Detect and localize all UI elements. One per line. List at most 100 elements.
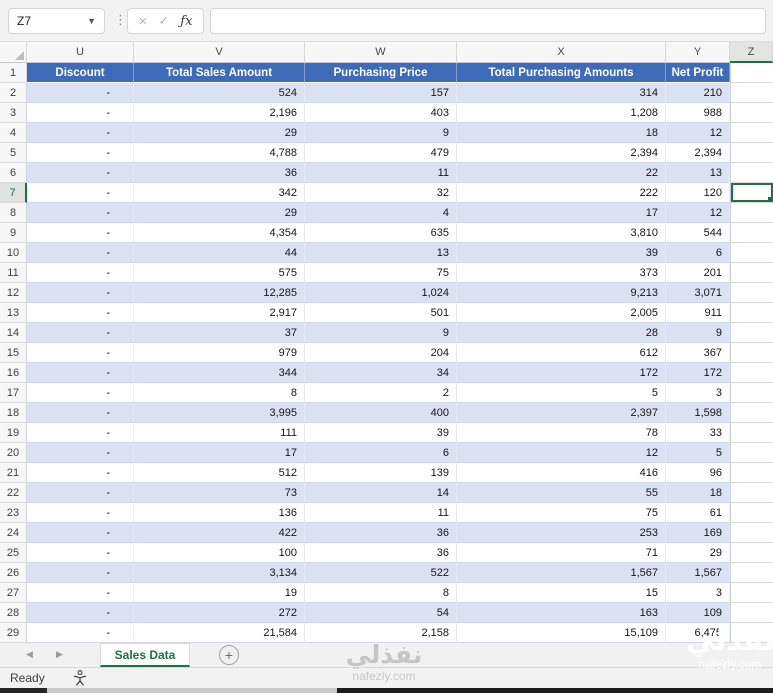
cell-value[interactable]: 163: [457, 603, 666, 623]
cell-value[interactable]: 1,567: [457, 563, 666, 583]
cell-value[interactable]: 109: [666, 603, 730, 623]
cell-value[interactable]: 17: [457, 203, 666, 223]
cell-value[interactable]: 71: [457, 543, 666, 563]
cell-value[interactable]: 12: [666, 123, 730, 143]
cell-value[interactable]: 6,475: [666, 623, 730, 643]
cell-value[interactable]: 36: [134, 163, 305, 183]
cell-discount[interactable]: -: [27, 583, 134, 603]
cell-value[interactable]: 14: [305, 483, 457, 503]
cell-value[interactable]: 15,109: [457, 623, 666, 643]
cell-value[interactable]: 29: [134, 123, 305, 143]
cell-value[interactable]: 33: [666, 423, 730, 443]
cell-Z23[interactable]: [730, 503, 773, 523]
table-header-cell[interactable]: Net Profit: [666, 63, 730, 83]
cell-value[interactable]: 139: [305, 463, 457, 483]
cell-Z14[interactable]: [730, 323, 773, 343]
cell-value[interactable]: 342: [134, 183, 305, 203]
row-header-28[interactable]: 28: [0, 603, 27, 623]
cell-value[interactable]: 18: [457, 123, 666, 143]
cell-value[interactable]: 2: [305, 383, 457, 403]
cell-value[interactable]: 373: [457, 263, 666, 283]
cell-Z28[interactable]: [730, 603, 773, 623]
cell-value[interactable]: 9: [305, 123, 457, 143]
cell-value[interactable]: 253: [457, 523, 666, 543]
cell-value[interactable]: 479: [305, 143, 457, 163]
cell-discount[interactable]: -: [27, 443, 134, 463]
cell-value[interactable]: 39: [457, 243, 666, 263]
cell-value[interactable]: 2,917: [134, 303, 305, 323]
row-header-29[interactable]: 29: [0, 623, 27, 643]
row-header-1[interactable]: 1: [0, 63, 27, 83]
select-all-corner[interactable]: [0, 42, 27, 63]
cell-value[interactable]: 1,208: [457, 103, 666, 123]
cell-value[interactable]: 635: [305, 223, 457, 243]
cell-value[interactable]: 18: [666, 483, 730, 503]
cell-value[interactable]: 136: [134, 503, 305, 523]
row-header-26[interactable]: 26: [0, 563, 27, 583]
cell-value[interactable]: 37: [134, 323, 305, 343]
cell-discount[interactable]: -: [27, 163, 134, 183]
cell-value[interactable]: 2,158: [305, 623, 457, 643]
cell-value[interactable]: 4,788: [134, 143, 305, 163]
row-header-9[interactable]: 9: [0, 223, 27, 243]
cell-discount[interactable]: -: [27, 423, 134, 443]
cell-value[interactable]: 96: [666, 463, 730, 483]
enter-icon[interactable]: ✓: [158, 13, 170, 28]
cell-Z8[interactable]: [730, 203, 773, 223]
cell-value[interactable]: 3,810: [457, 223, 666, 243]
cell-value[interactable]: 575: [134, 263, 305, 283]
cell-value[interactable]: 61: [666, 503, 730, 523]
cell-value[interactable]: 54: [305, 603, 457, 623]
cell-discount[interactable]: -: [27, 523, 134, 543]
cell-value[interactable]: 36: [305, 523, 457, 543]
cell-value[interactable]: 12: [457, 443, 666, 463]
row-header-19[interactable]: 19: [0, 423, 27, 443]
cell-value[interactable]: 4,354: [134, 223, 305, 243]
cell-value[interactable]: 5: [457, 383, 666, 403]
row-header-25[interactable]: 25: [0, 543, 27, 563]
cell-value[interactable]: 3,071: [666, 283, 730, 303]
column-header-V[interactable]: V: [134, 42, 305, 63]
cell-Z16[interactable]: [730, 363, 773, 383]
cell-value[interactable]: 3,134: [134, 563, 305, 583]
cell-discount[interactable]: -: [27, 363, 134, 383]
cell-value[interactable]: 13: [666, 163, 730, 183]
cell-Z20[interactable]: [730, 443, 773, 463]
cell-Z7[interactable]: [730, 183, 773, 203]
cell-value[interactable]: 6: [666, 243, 730, 263]
cell-discount[interactable]: -: [27, 563, 134, 583]
cell-value[interactable]: 169: [666, 523, 730, 543]
cell-Z3[interactable]: [730, 103, 773, 123]
cell-Z1[interactable]: [730, 63, 773, 83]
cell-Z10[interactable]: [730, 243, 773, 263]
cell-value[interactable]: 222: [457, 183, 666, 203]
cell-Z12[interactable]: [730, 283, 773, 303]
cell-value[interactable]: 988: [666, 103, 730, 123]
column-header-W[interactable]: W: [305, 42, 457, 63]
cell-value[interactable]: 5: [666, 443, 730, 463]
cell-discount[interactable]: -: [27, 143, 134, 163]
column-header-Z[interactable]: Z: [730, 42, 773, 63]
cell-value[interactable]: 9,213: [457, 283, 666, 303]
row-header-8[interactable]: 8: [0, 203, 27, 223]
row-header-24[interactable]: 24: [0, 523, 27, 543]
cell-value[interactable]: 1,567: [666, 563, 730, 583]
cell-value[interactable]: 612: [457, 343, 666, 363]
cell-discount[interactable]: -: [27, 103, 134, 123]
cell-discount[interactable]: -: [27, 323, 134, 343]
row-header-6[interactable]: 6: [0, 163, 27, 183]
cell-Z9[interactable]: [730, 223, 773, 243]
column-header-X[interactable]: X: [457, 42, 666, 63]
cell-value[interactable]: 1,598: [666, 403, 730, 423]
cell-value[interactable]: 157: [305, 83, 457, 103]
cell-value[interactable]: 29: [134, 203, 305, 223]
cell-discount[interactable]: -: [27, 183, 134, 203]
cell-Z18[interactable]: [730, 403, 773, 423]
cell-value[interactable]: 39: [305, 423, 457, 443]
cell-discount[interactable]: -: [27, 463, 134, 483]
row-header-2[interactable]: 2: [0, 83, 27, 103]
row-header-4[interactable]: 4: [0, 123, 27, 143]
cell-value[interactable]: 17: [134, 443, 305, 463]
cell-discount[interactable]: -: [27, 223, 134, 243]
cell-value[interactable]: 3,995: [134, 403, 305, 423]
